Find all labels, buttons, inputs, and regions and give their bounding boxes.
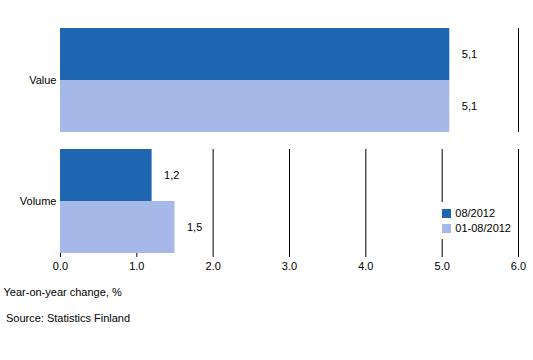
svg-text:5,1: 5,1 xyxy=(462,48,477,60)
svg-text:1,5: 1,5 xyxy=(187,221,202,233)
svg-text:6.0: 6.0 xyxy=(511,260,526,272)
svg-text:Value: Value xyxy=(29,74,56,86)
svg-text:3.0: 3.0 xyxy=(282,260,297,272)
svg-text:1,2: 1,2 xyxy=(164,169,179,181)
html-text:Source: Statistics Finland: Source: Statistics Finland xyxy=(6,312,131,324)
svg-text:Year-on-year change, %: Year-on-year change, % xyxy=(4,286,122,298)
html-text:01-08/2012: 01-08/2012 xyxy=(455,222,511,234)
svg-text:2.0: 2.0 xyxy=(206,260,221,272)
svg-text:5.0: 5.0 xyxy=(435,260,450,272)
svg-text:Volume: Volume xyxy=(20,195,57,207)
html-text:08/2012: 08/2012 xyxy=(455,207,496,219)
svg-text:4.0: 4.0 xyxy=(358,260,373,272)
svg-text:1.0: 1.0 xyxy=(129,260,144,272)
svg-text:0.0: 0.0 xyxy=(53,260,68,272)
svg-text:5,1: 5,1 xyxy=(462,100,477,112)
